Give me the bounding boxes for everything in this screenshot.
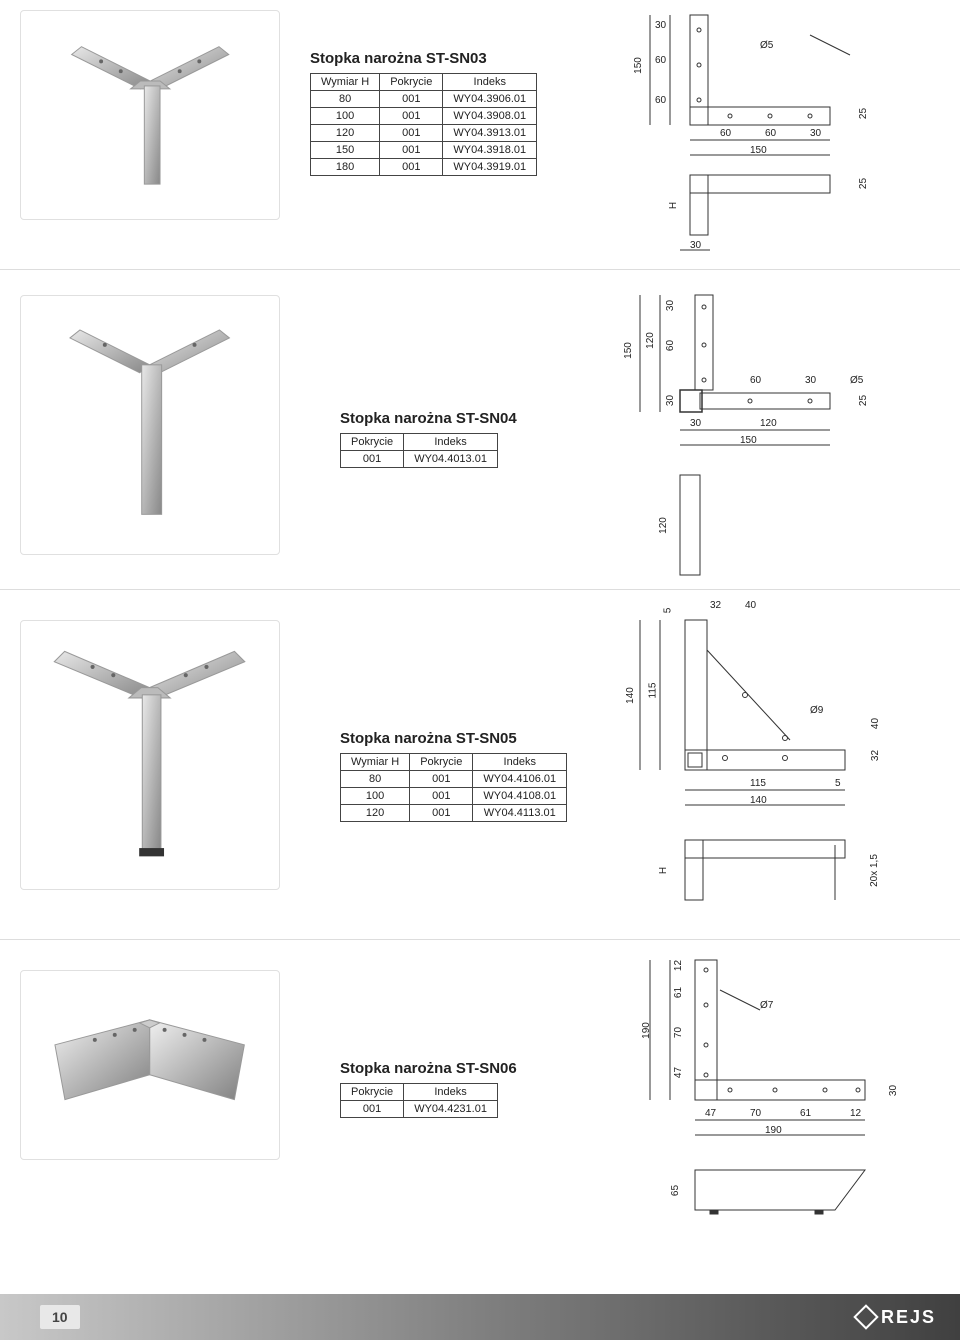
logo-icon xyxy=(853,1304,878,1329)
page-number: 10 xyxy=(40,1305,80,1329)
dim-label: 5 xyxy=(835,778,841,789)
tech-diagram-sn05: 5 32 40 115 140 Ø9 40 32 115 5 140 H 20x… xyxy=(610,590,930,930)
leg-illustration-sn03 xyxy=(52,27,248,204)
product-row-sn04: Stopka narożna ST-SN04 Pokrycie Indeks 0… xyxy=(0,270,960,590)
dim-label: 150 xyxy=(740,435,757,446)
dim-label: 30 xyxy=(810,128,821,139)
spec-table-sn06: Pokrycie Indeks 001WY04.4231.01 xyxy=(340,1083,498,1118)
leg-illustration-sn05 xyxy=(46,641,253,869)
dim-label: 70 xyxy=(750,1108,761,1119)
dim-label: 120 xyxy=(645,332,656,349)
dim-label: 40 xyxy=(745,600,756,611)
dim-label: 12 xyxy=(673,960,684,971)
product-title: Stopka narożna ST-SN05 xyxy=(340,730,567,747)
dim-label: 65 xyxy=(670,1185,681,1196)
col-pokrycie: Pokrycie xyxy=(380,74,443,91)
product-photo-sn03 xyxy=(20,10,280,220)
diagram-svg xyxy=(600,945,930,1245)
col-pokrycie: Pokrycie xyxy=(410,754,473,771)
dim-label: 30 xyxy=(805,375,816,386)
col-wymiar: Wymiar H xyxy=(311,74,380,91)
product-spec-sn05: Stopka narożna ST-SN05 Wymiar H Pokrycie… xyxy=(340,730,567,822)
dim-label: 60 xyxy=(655,55,666,66)
dim-label: 60 xyxy=(655,95,666,106)
product-photo-sn05 xyxy=(20,620,280,890)
col-indeks: Indeks xyxy=(404,434,498,451)
product-row-sn06: Stopka narożna ST-SN06 Pokrycie Indeks 0… xyxy=(0,940,960,1260)
leg-illustration-sn06 xyxy=(40,990,259,1140)
dim-label: 150 xyxy=(623,342,634,359)
col-indeks: Indeks xyxy=(404,1084,498,1101)
page-footer: 10 REJS xyxy=(0,1292,960,1340)
col-indeks: Indeks xyxy=(473,754,567,771)
col-wymiar: Wymiar H xyxy=(341,754,410,771)
dim-label: 60 xyxy=(750,375,761,386)
dim-label: 5 xyxy=(662,608,673,614)
dim-label: 30 xyxy=(665,395,676,406)
dim-label: 40 xyxy=(870,718,881,729)
dim-label: H xyxy=(658,867,669,874)
dim-label: 115 xyxy=(647,683,658,699)
dim-label: 115 xyxy=(750,778,766,789)
dim-label: 140 xyxy=(625,687,636,704)
dim-label: 30 xyxy=(690,240,701,251)
product-title: Stopka narożna ST-SN06 xyxy=(340,1060,517,1077)
dim-label: 120 xyxy=(760,418,777,429)
product-spec-sn03: Stopka narożna ST-SN03 Wymiar H Pokrycie… xyxy=(310,50,537,176)
spec-table-sn04: Pokrycie Indeks 001WY04.4013.01 xyxy=(340,433,498,468)
dim-label: 25 xyxy=(858,178,869,189)
dim-label: 47 xyxy=(673,1067,684,1078)
spec-table-sn05: Wymiar H Pokrycie Indeks 80001WY04.4106.… xyxy=(340,753,567,822)
col-pokrycie: Pokrycie xyxy=(341,1084,404,1101)
dim-label: 20x 1,5 xyxy=(869,854,880,887)
dim-label: 30 xyxy=(665,300,676,311)
dim-label: Ø5 xyxy=(850,375,863,386)
dim-label: 150 xyxy=(750,145,767,156)
dim-label: 60 xyxy=(720,128,731,139)
tech-diagram-sn06: 12 61 70 47 190 Ø7 47 70 61 12 190 30 65 xyxy=(600,945,930,1245)
dim-label: Ø7 xyxy=(760,1000,773,1011)
dim-label: 60 xyxy=(665,340,676,351)
diagram-svg xyxy=(600,275,920,585)
tech-diagram-sn04: 30 60 120 150 30 60 30 Ø5 30 120 150 25 … xyxy=(600,275,920,585)
dim-label: 30 xyxy=(655,20,666,31)
product-photo-sn04 xyxy=(20,295,280,555)
spec-table-sn03: Wymiar H Pokrycie Indeks 80001WY04.3906.… xyxy=(310,73,537,176)
product-title: Stopka narożna ST-SN04 xyxy=(340,410,517,427)
dim-label: 190 xyxy=(641,1022,652,1039)
col-pokrycie: Pokrycie xyxy=(341,434,404,451)
dim-label: 25 xyxy=(858,108,869,119)
dim-label: 12 xyxy=(850,1108,861,1119)
product-row-sn05: Stopka narożna ST-SN05 Wymiar H Pokrycie… xyxy=(0,590,960,940)
dim-label: 61 xyxy=(800,1108,811,1119)
col-indeks: Indeks xyxy=(443,74,537,91)
leg-illustration-sn04 xyxy=(50,315,249,534)
product-title: Stopka narożna ST-SN03 xyxy=(310,50,537,67)
product-photo-sn06 xyxy=(20,970,280,1160)
dim-label: 25 xyxy=(858,395,869,406)
dim-label: 30 xyxy=(888,1085,899,1096)
dim-label: 120 xyxy=(658,517,669,534)
dim-label: 47 xyxy=(705,1108,716,1119)
brand-name: REJS xyxy=(881,1307,936,1328)
dim-label: 140 xyxy=(750,795,767,806)
product-spec-sn04: Stopka narożna ST-SN04 Pokrycie Indeks 0… xyxy=(340,410,517,468)
dim-label: Ø5 xyxy=(760,40,773,51)
dim-label: 60 xyxy=(765,128,776,139)
product-spec-sn06: Stopka narożna ST-SN06 Pokrycie Indeks 0… xyxy=(340,1060,517,1118)
diagram-svg xyxy=(610,590,930,930)
dim-label: 150 xyxy=(633,57,644,74)
brand-logo: REJS xyxy=(857,1307,936,1328)
tech-diagram-sn03: 30 60 60 150 60 60 30 150 Ø5 25 25 H 30 xyxy=(620,0,920,260)
dim-label: 32 xyxy=(870,750,881,761)
dim-label: 61 xyxy=(673,987,684,998)
dim-label: Ø9 xyxy=(810,705,823,716)
dim-label: 32 xyxy=(710,600,721,611)
dim-label: 70 xyxy=(673,1027,684,1038)
dim-label: 30 xyxy=(690,418,701,429)
dim-label: H xyxy=(668,202,679,209)
product-row-sn03: Stopka narożna ST-SN03 Wymiar H Pokrycie… xyxy=(0,0,960,270)
dim-label: 190 xyxy=(765,1125,782,1136)
